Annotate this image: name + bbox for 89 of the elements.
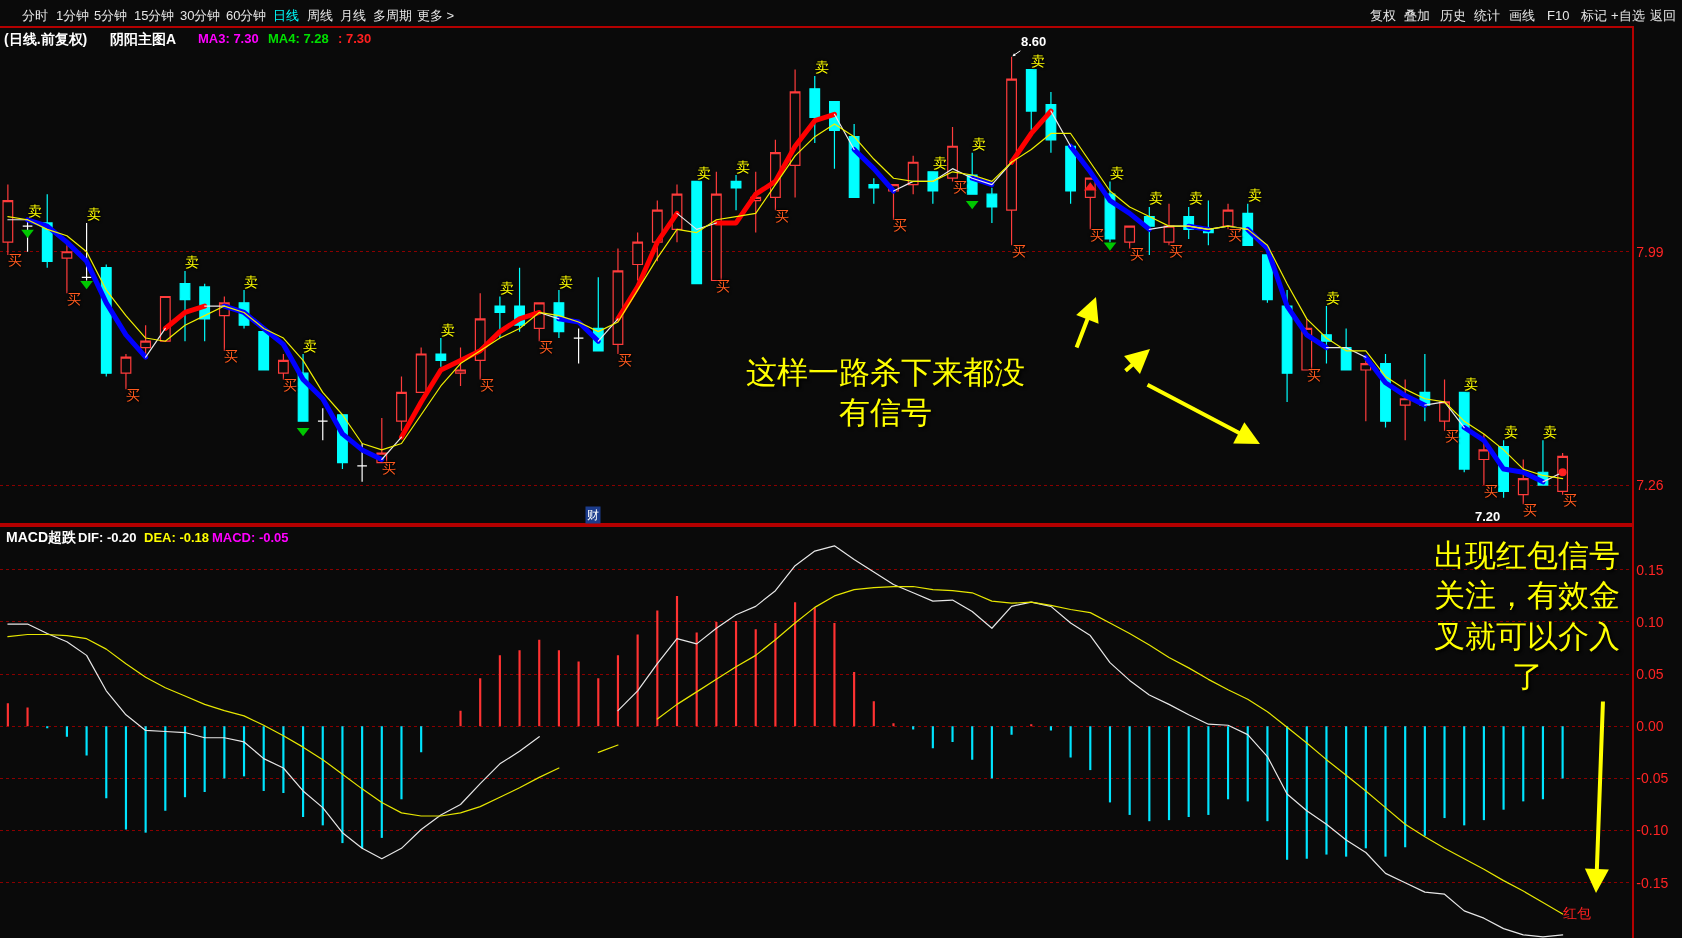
- text: 卖: [1109, 164, 1124, 181]
- text: 买: [1444, 428, 1459, 445]
- data-label: 红包: [1562, 904, 1591, 921]
- text: 买: [1090, 226, 1105, 243]
- text: 买: [1523, 501, 1538, 518]
- text: 卖: [185, 254, 199, 271]
- text: 30分钟: [180, 8, 221, 23]
- text: 卖: [86, 206, 101, 223]
- text: 卖: [27, 203, 42, 220]
- text: 多周期: [373, 8, 412, 23]
- text: 买: [224, 348, 239, 365]
- text: 卖: [244, 273, 259, 290]
- text: 周线: [307, 8, 333, 23]
- text: 买: [125, 386, 140, 403]
- text: 买: [1011, 242, 1026, 259]
- annotation: 出现红包信号关注，有效金叉就可以介入了: [1434, 538, 1620, 694]
- text: 5分钟: [94, 8, 128, 23]
- text: 买: [381, 460, 396, 477]
- text: 叠加: [1404, 8, 1430, 23]
- text: 卖: [932, 155, 947, 172]
- text: 卖: [1542, 423, 1557, 440]
- text: 买: [539, 338, 554, 355]
- text: 卖: [1503, 423, 1518, 440]
- text: 买: [480, 377, 495, 394]
- text: 60分钟: [226, 8, 267, 23]
- text: 买: [1306, 367, 1321, 384]
- y-tick-label: 7.99: [1636, 243, 1664, 260]
- text: 卖: [1326, 289, 1341, 306]
- text: 更多 >: [417, 8, 455, 23]
- text: 买: [66, 290, 81, 307]
- annotation: 8.60: [1021, 34, 1047, 49]
- y-tick-label: 0.10: [1636, 613, 1664, 630]
- y-tick-label: 7.26: [1636, 476, 1664, 493]
- y-tick-label: -0.15: [1636, 874, 1669, 891]
- text: 15分钟: [134, 8, 175, 23]
- text: 月线: [340, 8, 366, 23]
- text: 买: [283, 377, 298, 394]
- text: 卖: [440, 321, 455, 338]
- text: 卖: [814, 59, 829, 76]
- annotation: MA3: 7.30: [198, 31, 259, 46]
- text: 画线: [1509, 8, 1535, 23]
- text: 买: [1169, 242, 1184, 259]
- text: 买: [7, 252, 22, 269]
- chart-title: (日线.前复权): [4, 31, 88, 47]
- annotation: MACD: -0.05: [212, 530, 289, 545]
- y-tick-label: 0.00: [1636, 718, 1664, 735]
- text: 统计: [1474, 8, 1500, 23]
- text: 标记: [1580, 8, 1607, 23]
- annotation: DIF: -0.20: [78, 530, 137, 545]
- text: 卖: [303, 337, 318, 354]
- text: 卖: [1247, 187, 1262, 204]
- text: 卖: [558, 273, 573, 290]
- y-tick-label: 0.05: [1636, 666, 1664, 683]
- text: 买: [775, 207, 790, 224]
- text: 买: [1228, 226, 1243, 243]
- annotation: MA4: 7.28: [268, 31, 329, 46]
- text: 返回: [1650, 8, 1676, 23]
- y-tick-label: -0.10: [1636, 822, 1669, 839]
- text: 1分钟: [56, 8, 90, 23]
- annotation: : 7.30: [338, 31, 372, 46]
- text: 买: [1562, 492, 1577, 509]
- text: 卖: [1149, 190, 1164, 207]
- y-tick-label: 0.15: [1636, 561, 1664, 578]
- annotation: DEA: -0.18: [144, 530, 210, 545]
- text: 卖: [696, 164, 711, 181]
- annotation: 这样一路杀下来都没有信号: [746, 355, 1025, 431]
- text: 复权: [1370, 8, 1396, 23]
- annotation: 财: [587, 508, 599, 522]
- text: 日线: [273, 8, 299, 23]
- text: 卖: [1464, 375, 1479, 392]
- text: F10: [1547, 8, 1570, 23]
- text: 买: [617, 351, 632, 368]
- text: 卖: [972, 136, 987, 153]
- chart-subtitle: 阴阳主图A: [110, 31, 177, 47]
- text: 卖: [499, 279, 514, 296]
- text: 买: [1483, 482, 1498, 499]
- text: 历史: [1440, 8, 1466, 23]
- text: 买: [716, 278, 731, 294]
- text: 卖: [1188, 190, 1203, 207]
- annotation: 7.20: [1475, 509, 1501, 524]
- text: 买: [893, 217, 908, 234]
- chart-title: MACD超跌: [6, 529, 77, 545]
- text: 卖: [1031, 53, 1046, 70]
- text: 分时: [22, 8, 48, 23]
- text: 买: [952, 178, 967, 195]
- text: 卖: [736, 158, 751, 175]
- text: +自选: [1611, 8, 1645, 23]
- y-tick-label: -0.05: [1636, 770, 1669, 787]
- text: 买: [1129, 246, 1144, 263]
